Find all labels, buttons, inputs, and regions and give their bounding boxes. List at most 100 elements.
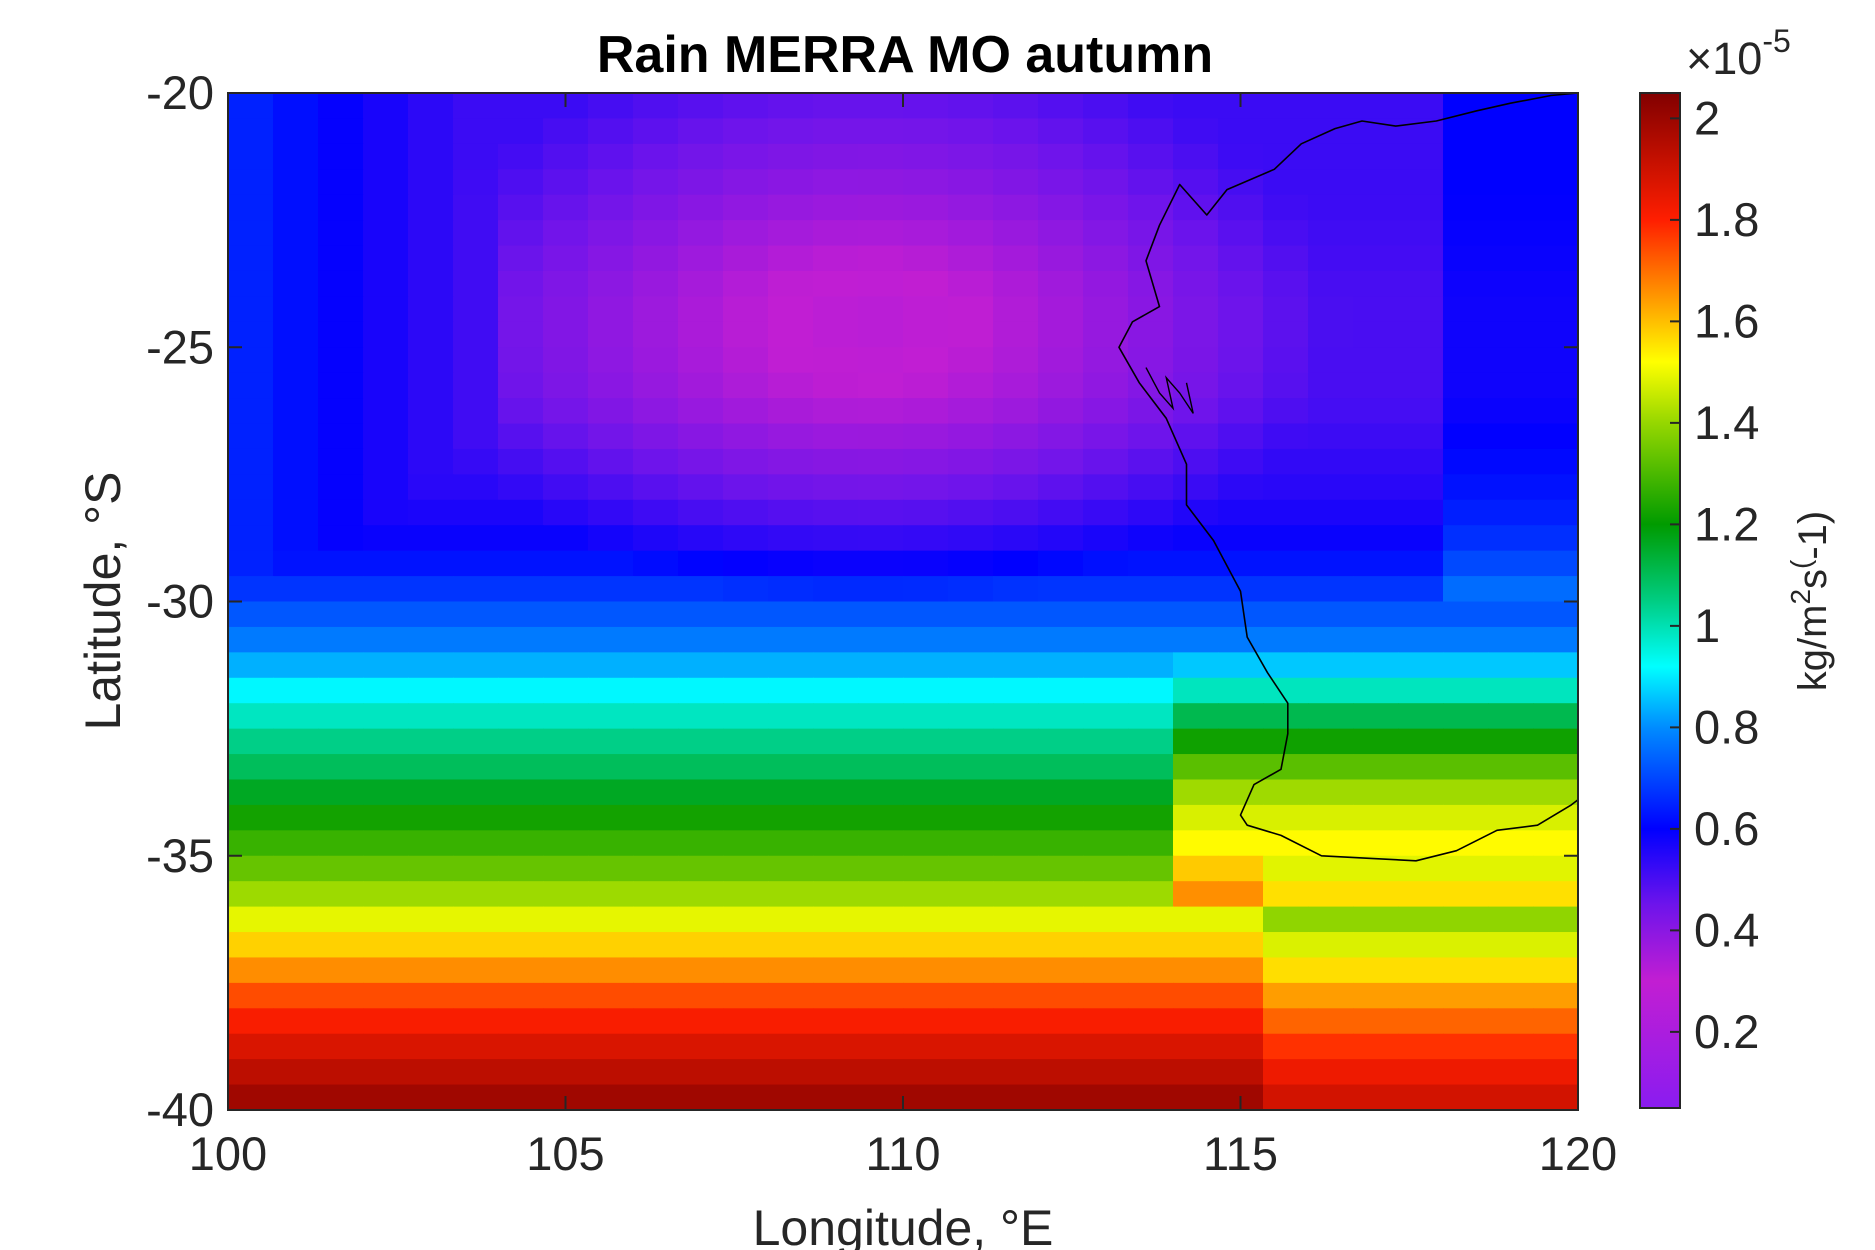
heatmap-cell (408, 93, 454, 120)
heatmap-cell (723, 423, 769, 450)
heatmap-cell (1443, 754, 1489, 781)
heatmap-cell (363, 220, 409, 247)
heatmap-cell (543, 779, 589, 806)
heatmap-cell (723, 982, 769, 1009)
heatmap-cell (1128, 804, 1174, 831)
heatmap-cell (993, 347, 1039, 374)
heatmap-cell (1218, 270, 1264, 297)
heatmap-cell (543, 372, 589, 399)
heatmap-cell (318, 143, 364, 170)
heatmap-cell (993, 652, 1039, 679)
heatmap-cell (498, 270, 544, 297)
heatmap-cell (903, 1059, 949, 1086)
heatmap-cell (1263, 779, 1309, 806)
heatmap-cell (1128, 296, 1174, 323)
heatmap-cell (1488, 1084, 1534, 1111)
heatmap-cell (633, 1033, 679, 1060)
heatmap-cell (318, 626, 364, 653)
heatmap-cell (588, 957, 634, 984)
heatmap-cell (723, 932, 769, 959)
heatmap-cell (633, 270, 679, 297)
heatmap-cell (543, 652, 589, 679)
heatmap-cell (903, 1033, 949, 1060)
heatmap-cell (1173, 652, 1219, 679)
heatmap-cell (453, 626, 499, 653)
heatmap-cell (1308, 118, 1354, 145)
y-tick-label: -25 (146, 320, 214, 373)
heatmap-cell (588, 169, 634, 196)
heatmap-cell (1533, 601, 1579, 628)
heatmap-cell (723, 372, 769, 399)
heatmap-cell (633, 448, 679, 475)
heatmap-cell (858, 626, 904, 653)
heatmap-cell (1398, 881, 1444, 908)
y-tick-label: -35 (146, 829, 214, 882)
heatmap-cell (1488, 296, 1534, 323)
heatmap-cell (1488, 677, 1534, 704)
heatmap-cell (363, 830, 409, 857)
heatmap-cell (1353, 677, 1399, 704)
heatmap-cell (768, 703, 814, 730)
heatmap-cell (813, 957, 859, 984)
heatmap-cell (1398, 932, 1444, 959)
heatmap-cell (588, 703, 634, 730)
heatmap-cell (408, 372, 454, 399)
heatmap-cell (408, 550, 454, 577)
heatmap-cell (498, 601, 544, 628)
heatmap-cell (228, 499, 274, 526)
heatmap-cell (588, 220, 634, 247)
heatmap-cell (813, 525, 859, 552)
heatmap-cell (228, 321, 274, 348)
heatmap-cell (1308, 525, 1354, 552)
heatmap-cell (723, 576, 769, 603)
heatmap-cell (993, 169, 1039, 196)
heatmap-cell (1083, 830, 1129, 857)
heatmap-cell (543, 1033, 589, 1060)
heatmap-cell (228, 677, 274, 704)
heatmap-cell (948, 754, 994, 781)
heatmap-cell (1488, 525, 1534, 552)
heatmap-cell (318, 321, 364, 348)
heatmap-cell (1038, 1059, 1084, 1086)
heatmap-cell (1443, 143, 1489, 170)
heatmap-cell (1263, 296, 1309, 323)
heatmap-cell (678, 677, 724, 704)
heatmap-cell (228, 1059, 274, 1086)
heatmap-cell (1083, 855, 1129, 882)
heatmap-cell (453, 194, 499, 221)
heatmap-cell (1218, 881, 1264, 908)
heatmap-cell (453, 677, 499, 704)
heatmap-cell (588, 1008, 634, 1035)
heatmap-cell (408, 169, 454, 196)
heatmap-cell (948, 143, 994, 170)
heatmap-cell (543, 398, 589, 425)
heatmap-cell (1488, 194, 1534, 221)
heatmap-cell (993, 93, 1039, 120)
heatmap-cell (1488, 143, 1534, 170)
heatmap-cell (993, 474, 1039, 501)
colorbar-tick-label: 1.8 (1694, 193, 1759, 246)
heatmap-cell (228, 855, 274, 882)
heatmap-cell (408, 143, 454, 170)
heatmap-cell (1398, 779, 1444, 806)
heatmap-cell (543, 474, 589, 501)
heatmap-cell (903, 143, 949, 170)
heatmap-cell (1488, 474, 1534, 501)
heatmap-cell (1398, 270, 1444, 297)
heatmap-cell (498, 321, 544, 348)
heatmap-cell (948, 601, 994, 628)
heatmap-cell (813, 398, 859, 425)
heatmap-cell (813, 754, 859, 781)
heatmap-cell (588, 118, 634, 145)
heatmap-cell (678, 652, 724, 679)
heatmap-cell (678, 398, 724, 425)
heatmap-cell (768, 169, 814, 196)
heatmap-cell (813, 601, 859, 628)
heatmap-cell (1218, 118, 1264, 145)
heatmap-cell (993, 779, 1039, 806)
heatmap-cell (1083, 576, 1129, 603)
heatmap-cell (723, 855, 769, 882)
heatmap-cell (1353, 576, 1399, 603)
heatmap-cell (1083, 220, 1129, 247)
heatmap-cell (1443, 957, 1489, 984)
